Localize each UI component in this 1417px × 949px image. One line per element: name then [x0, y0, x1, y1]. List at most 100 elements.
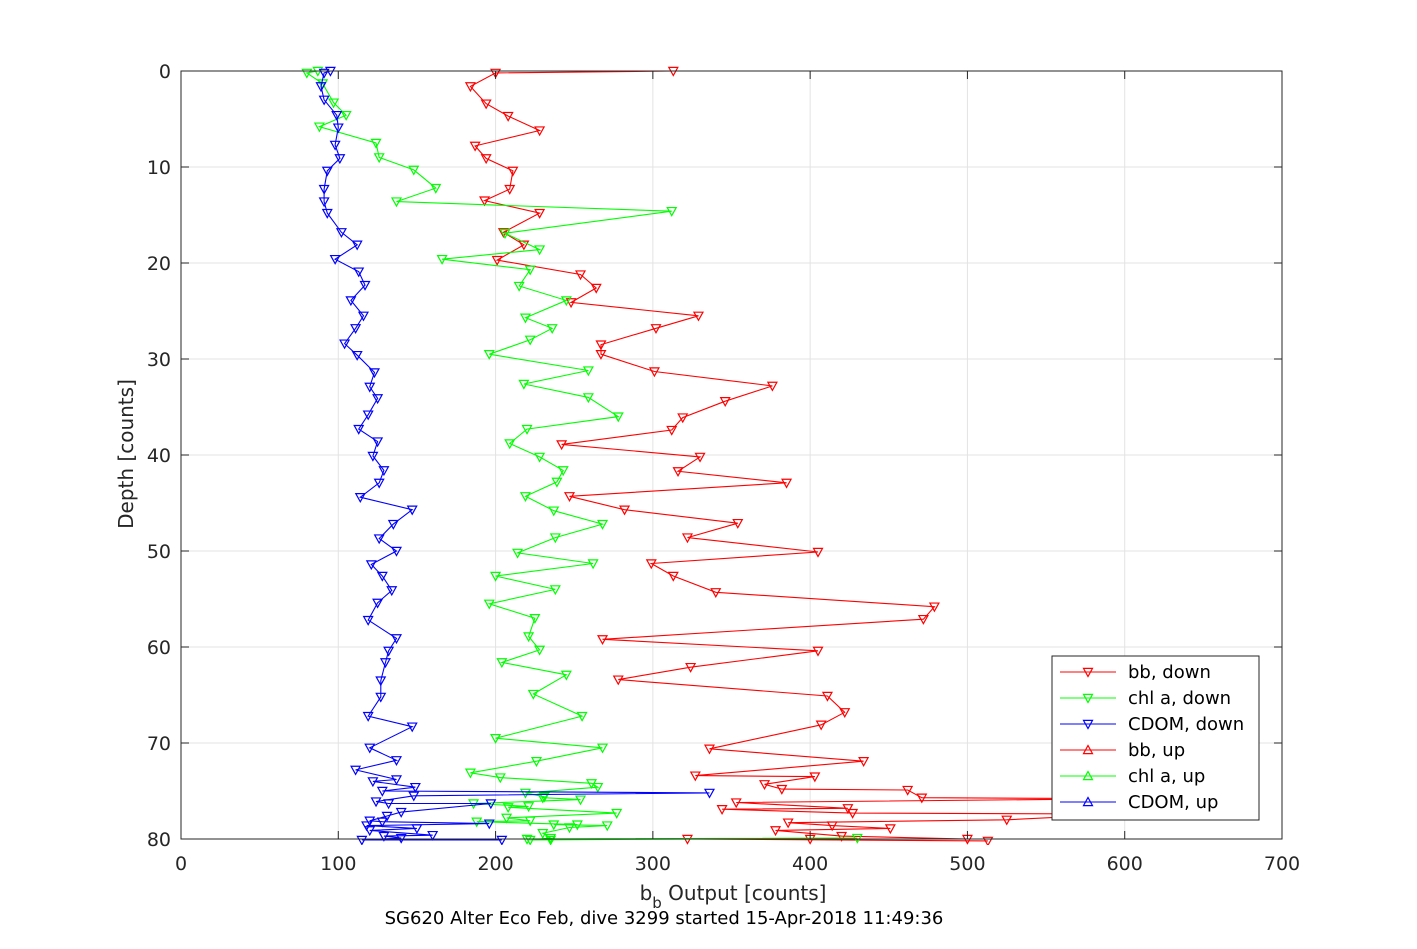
legend-item: chl a, up: [1060, 766, 1205, 787]
data-point: [529, 614, 541, 624]
data-point: [340, 110, 352, 121]
x-tick-label: 200: [477, 853, 513, 875]
data-point: [556, 440, 568, 451]
data-point: [339, 339, 351, 350]
data-point: [548, 506, 560, 517]
data-point: [546, 324, 558, 335]
chart-caption: SG620 Alter Eco Feb, dive 3299 started 1…: [385, 908, 944, 929]
data-point: [350, 765, 362, 776]
data-point: [356, 835, 368, 845]
data-point: [519, 492, 531, 503]
data-point: [601, 821, 613, 832]
data-point: [329, 140, 341, 151]
data-point: [549, 533, 561, 544]
data-point: [592, 782, 604, 793]
legend-label: chl a, up: [1128, 766, 1205, 787]
data-point: [710, 588, 722, 599]
tick-layer: 0 100 200 300 400 500 600 700 0 10 20 30 40 50 60 70 80: [147, 61, 1300, 875]
x-tick-label: 700: [1264, 853, 1300, 875]
data-point: [411, 824, 423, 835]
data-point: [689, 771, 701, 782]
data-point: [328, 98, 340, 109]
data-point: [378, 831, 390, 842]
data-point: [379, 658, 391, 669]
data-point: [353, 424, 365, 435]
data-point: [390, 775, 403, 786]
data-point: [836, 831, 848, 842]
data-point: [480, 99, 492, 110]
data-point: [612, 412, 624, 423]
legend-marker: [1082, 796, 1094, 807]
data-point: [409, 782, 421, 793]
data-point: [645, 559, 657, 570]
legend-marker: [1082, 667, 1094, 678]
data-point: [928, 602, 940, 613]
data-point: [373, 153, 385, 164]
legend-marker: [1082, 744, 1094, 755]
series-bb-down: [464, 66, 1131, 845]
legend-label: bb, down: [1128, 662, 1211, 683]
x-tick-label: 0: [175, 853, 187, 875]
data-point: [364, 826, 376, 837]
data-point: [364, 382, 376, 393]
data-point: [372, 598, 384, 609]
y-tick-label: 70: [147, 733, 171, 755]
data-point: [345, 296, 357, 307]
data-point: [373, 478, 385, 489]
data-point: [378, 466, 390, 477]
data-point: [367, 451, 379, 462]
data-point: [851, 833, 863, 844]
data-point: [376, 571, 388, 582]
data-point: [494, 773, 506, 784]
data-point: [560, 296, 572, 307]
data-point: [534, 245, 546, 256]
data-point: [595, 350, 607, 360]
legend-item: CDOM, up: [1060, 792, 1218, 813]
data-point: [485, 799, 497, 810]
data-point: [902, 785, 914, 796]
data-point: [666, 425, 678, 436]
data-point: [387, 519, 399, 530]
y-tick-label: 60: [147, 637, 171, 659]
data-point: [839, 708, 851, 719]
data-point: [376, 786, 388, 797]
data-point: [582, 366, 594, 377]
data-point: [523, 632, 535, 643]
data-point: [545, 835, 557, 845]
data-point: [406, 505, 418, 516]
data-point: [351, 240, 363, 251]
series-line: [320, 70, 710, 841]
data-point: [386, 586, 398, 597]
data-point: [812, 646, 824, 657]
data-point: [597, 635, 609, 646]
data-point: [507, 166, 519, 177]
data-point: [375, 676, 387, 687]
data-point: [766, 381, 778, 392]
data-point: [538, 792, 550, 803]
data-point: [524, 335, 536, 346]
data-point: [534, 208, 546, 219]
data-point: [301, 68, 313, 79]
data-point: [395, 807, 407, 818]
data-point: [549, 585, 561, 596]
data-point: [551, 477, 563, 488]
data-point: [359, 280, 371, 291]
legend: bb, down chl a, down CDOM, down bb, up chl a…: [1051, 655, 1260, 821]
data-point: [367, 777, 379, 788]
data-point: [353, 267, 365, 278]
data-point: [776, 784, 788, 795]
data-point: [464, 82, 476, 93]
data-point: [362, 410, 374, 421]
data-point: [982, 836, 994, 845]
x-tick-label: 300: [635, 853, 671, 875]
series-line: [469, 70, 1125, 842]
data-point: [574, 270, 587, 281]
data-point: [703, 744, 715, 755]
data-point: [372, 394, 384, 405]
x-tick-label: 500: [949, 853, 985, 875]
data-point: [587, 559, 599, 570]
data-point: [597, 743, 609, 754]
data-point: [469, 141, 481, 152]
data-point: [383, 646, 395, 657]
data-point: [321, 166, 333, 177]
